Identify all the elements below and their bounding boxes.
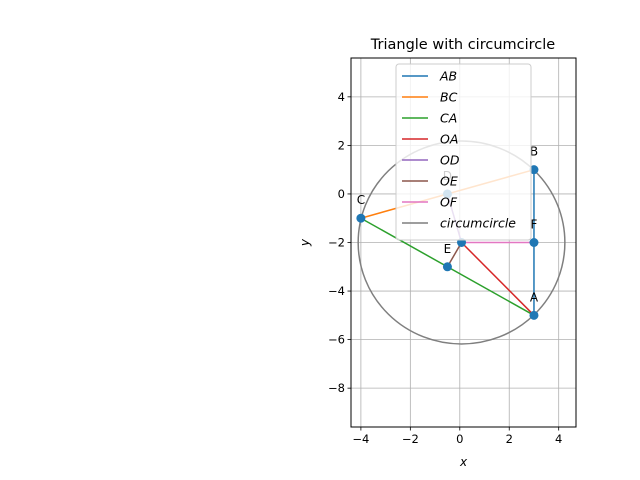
y-tick-label: 2 (338, 138, 345, 152)
legend-label-OA: OA (440, 132, 458, 147)
legend-box (395, 63, 532, 241)
legend-label-BC: BC (440, 90, 458, 105)
point-marker (529, 165, 539, 175)
series-OE (446, 242, 463, 268)
point-marker (442, 262, 452, 272)
point-label-E: E (444, 242, 452, 256)
y-tick-label: 4 (338, 90, 345, 104)
point-marker (529, 238, 539, 247)
series-OA (460, 241, 535, 316)
x-tick-label: −2 (402, 432, 419, 446)
point-label-A: A (530, 290, 539, 304)
point-marker (356, 213, 366, 223)
x-tick-label: 4 (555, 432, 562, 446)
x-tick-label: 2 (506, 432, 513, 446)
x-axis-label: x (459, 455, 468, 469)
x-tick-label: −4 (352, 432, 369, 446)
y-tick-label: 0 (338, 187, 345, 201)
legend: AB BC CA OA OD OE OF circumcircle (395, 63, 532, 241)
y-tick-label: −8 (328, 381, 345, 395)
y-axis-label: y (298, 238, 312, 247)
legend-label-CA: CA (440, 111, 457, 126)
legend-label-circumcircle: circumcircle (440, 216, 516, 231)
legend-label-OE: OE (440, 174, 458, 189)
y-tick-label: −2 (328, 236, 345, 250)
y-tick-label: −4 (328, 284, 345, 298)
legend-label-OD: OD (440, 153, 460, 168)
axis-ticks: −4 −2 0 2 4 −8 −6 −4 −2 0 2 4 (328, 90, 562, 446)
point-label-B: B (530, 145, 538, 159)
legend-label-AB: AB (439, 69, 457, 84)
point-label-C: C (357, 193, 365, 207)
y-tick-label: −6 (328, 333, 345, 347)
point-label-F: F (531, 218, 538, 232)
chart-title: Triangle with circumcircle (370, 37, 556, 53)
point-marker (529, 310, 539, 320)
legend-label-OF: OF (440, 195, 458, 210)
x-tick-label: 0 (456, 432, 463, 446)
